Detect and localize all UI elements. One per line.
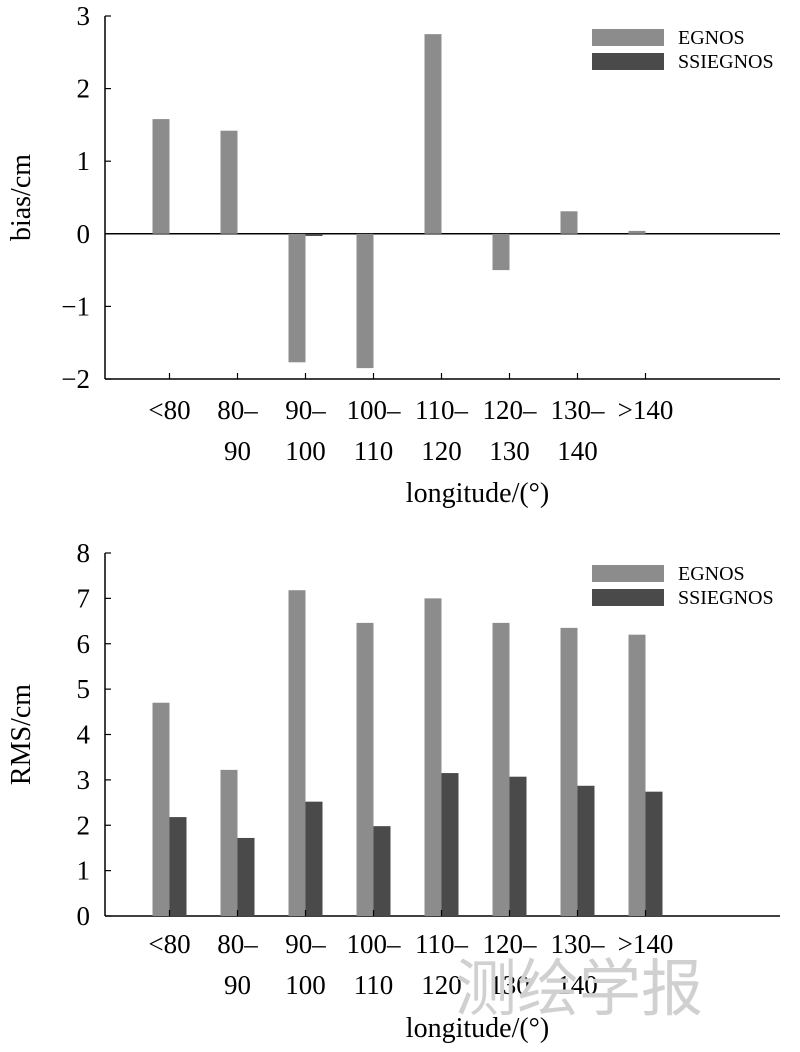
bar-ssiegnos	[441, 773, 459, 916]
bar-egnos	[424, 598, 442, 916]
bar-egnos	[560, 627, 578, 916]
y-axis-label: bias/cm	[6, 154, 37, 241]
legend-swatch-ssiegnos	[592, 589, 664, 606]
x-axis-label: longitude/(°)	[406, 478, 549, 509]
x-tick-label: 130–	[551, 929, 606, 959]
x-tick-label-line2: 130	[489, 970, 530, 1000]
rms-chart: 0 1 2 3 4 5 6 7 8 <80 80– 90 90– 100 100– 110 110– 120 120…	[6, 538, 780, 1044]
x-tick-label-line2: 130	[489, 436, 530, 466]
bar-ssiegnos	[373, 826, 391, 916]
x-tick-label: <80	[148, 929, 190, 959]
bar-egnos	[288, 233, 306, 363]
legend-label-egnos: EGNOS	[678, 563, 745, 585]
x-tick-label-line2: 140	[557, 436, 598, 466]
bar-egnos	[356, 233, 374, 369]
y-tick-label: 0	[77, 901, 91, 931]
y-tick-label: 0	[77, 219, 91, 249]
bias-chart: −2 −1 0 1 2 3 <80 80– 90 90– 100 100– 110 110– 120 120–…	[6, 1, 780, 509]
bar-egnos	[492, 622, 510, 916]
y-tick-label: 1	[77, 856, 91, 886]
x-tick-label: 90–	[285, 929, 326, 959]
bar-ssiegnos	[169, 817, 187, 916]
bar-egnos	[288, 590, 306, 916]
y-tick-label: −1	[61, 291, 90, 321]
x-tick-label: 80–	[217, 395, 258, 425]
x-tick-label: <80	[148, 395, 190, 425]
y-tick-label: 7	[77, 583, 91, 613]
bar-egnos	[492, 233, 510, 271]
bar-egnos	[356, 622, 374, 916]
bar-egnos	[628, 230, 646, 234]
x-tick-label-line2: 100	[285, 436, 326, 466]
x-tick-label: >140	[618, 929, 674, 959]
bar-ssiegnos	[577, 785, 595, 916]
x-tick-label-line2: 110	[354, 436, 394, 466]
x-tick-label-line2: 120	[421, 970, 462, 1000]
x-tick-label: >140	[618, 395, 674, 425]
x-tick-label-line2: 100	[285, 970, 326, 1000]
x-tick-label: 100–	[347, 395, 402, 425]
x-tick-label: 110–	[415, 395, 468, 425]
x-tick-label-line2: 120	[421, 436, 462, 466]
x-tick-label: 110–	[415, 929, 468, 959]
y-tick-label: 1	[77, 146, 91, 176]
legend-label-ssiegnos: SSIEGNOS	[678, 587, 774, 609]
x-tick-label: 90–	[285, 395, 326, 425]
y-tick-label: 2	[77, 810, 91, 840]
y-tick-label: 2	[77, 74, 91, 104]
x-tick-label-line2: 90	[224, 970, 251, 1000]
legend-label-ssiegnos: SSIEGNOS	[678, 51, 774, 73]
y-tick-label: 8	[77, 538, 91, 568]
y-tick-label: 3	[77, 765, 91, 795]
bar-egnos	[560, 211, 578, 234]
bar-egnos	[152, 119, 170, 234]
bar-egnos	[424, 34, 442, 234]
bar-ssiegnos	[237, 837, 255, 916]
bar-egnos	[220, 769, 238, 916]
x-tick-label: 130–	[551, 395, 606, 425]
legend-swatch-egnos	[592, 29, 664, 46]
bar-ssiegnos	[305, 801, 323, 916]
x-tick-label-line2: 110	[354, 970, 394, 1000]
y-tick-label: 3	[77, 1, 91, 31]
journal-watermark: 测绘学报	[455, 952, 703, 1025]
bar-ssiegnos	[305, 233, 323, 236]
bar-ssiegnos	[645, 791, 663, 916]
y-tick-label: 6	[77, 629, 91, 659]
bar-egnos	[628, 634, 646, 916]
y-tick-label: 4	[77, 720, 91, 750]
y-tick-label: −2	[61, 364, 90, 394]
legend-swatch-ssiegnos	[592, 53, 664, 70]
y-axis-label: RMS/cm	[6, 684, 37, 785]
x-tick-label-line2: 140	[557, 970, 598, 1000]
x-tick-label: 120–	[483, 929, 538, 959]
x-tick-label-line2: 90	[224, 436, 251, 466]
x-tick-label: 100–	[347, 929, 402, 959]
bar-egnos	[220, 130, 238, 234]
bar-ssiegnos	[509, 776, 527, 916]
x-tick-label: 120–	[483, 395, 538, 425]
bar-egnos	[152, 702, 170, 916]
legend-label-egnos: EGNOS	[678, 27, 745, 49]
legend-swatch-egnos	[592, 565, 664, 582]
x-tick-label: 80–	[217, 929, 258, 959]
x-axis-label: longitude/(°)	[406, 1013, 549, 1044]
y-tick-label: 5	[77, 674, 91, 704]
